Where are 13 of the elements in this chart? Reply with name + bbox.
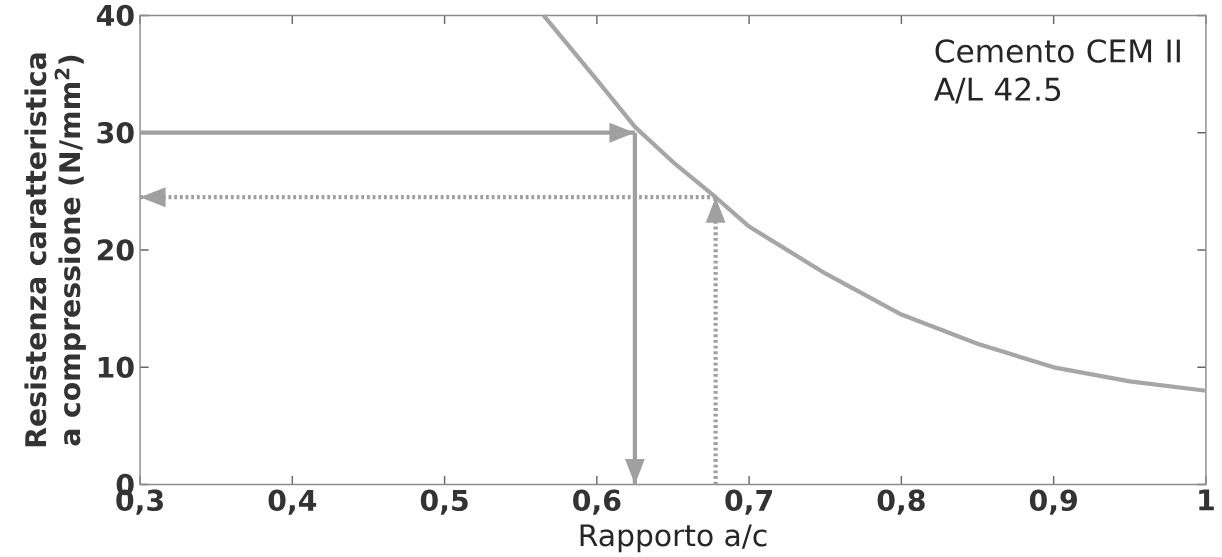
- annotation: Cemento CEM II A/L 42.5: [934, 39, 1180, 104]
- x-axis-title: Rapporto a/c: [580, 524, 767, 553]
- x-tick-label: 0,6: [573, 489, 621, 515]
- y-tick-label: 30: [97, 122, 134, 144]
- y-tick-label: 20: [97, 239, 134, 261]
- x-tick-label: 0,4: [268, 489, 317, 515]
- x-tick-label: 0,5: [420, 489, 468, 515]
- y-tick-label: 10: [98, 356, 134, 379]
- x-tick-label: 1: [1199, 489, 1214, 511]
- x-tick-label: 0,9: [1029, 489, 1077, 515]
- x-tick-label: 0,7: [725, 489, 772, 515]
- x-tick-label: 0,8: [877, 489, 925, 515]
- y-tick-label: 40: [96, 4, 134, 27]
